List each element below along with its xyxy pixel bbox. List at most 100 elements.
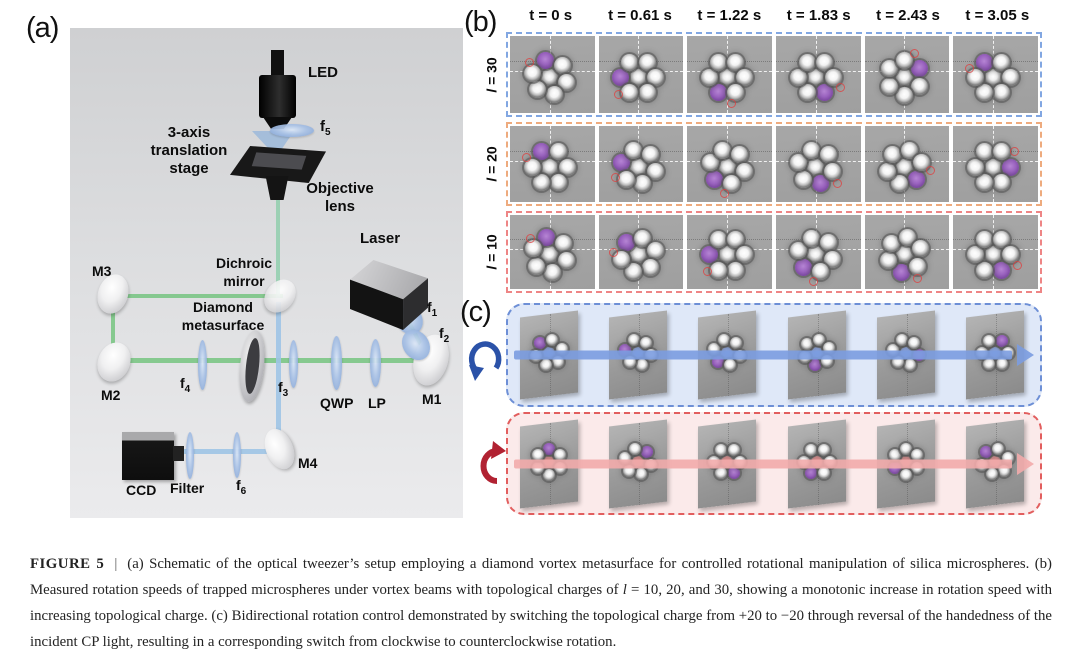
purple-microsphere xyxy=(532,143,550,161)
ccd-label: CCD xyxy=(126,482,157,498)
trap-marker xyxy=(525,57,535,67)
microsphere xyxy=(880,60,898,78)
microsphere xyxy=(984,246,1002,264)
microsphere xyxy=(714,141,732,159)
microsphere xyxy=(628,442,641,455)
microsphere xyxy=(908,336,921,349)
trap-marker xyxy=(719,188,729,198)
microsphere xyxy=(627,334,640,347)
purple-microsphere xyxy=(808,359,821,372)
time-labels-row: t = 0 s t = 0.61 s t = 1.22 s t = 1.83 s t =… xyxy=(506,7,1042,29)
microsphere xyxy=(647,69,665,87)
microsphere xyxy=(895,51,913,69)
microsphere xyxy=(629,69,647,87)
purple-microsphere xyxy=(727,466,740,479)
microsphere xyxy=(967,69,985,87)
image-strip xyxy=(506,211,1042,293)
microsphere xyxy=(824,69,842,87)
microsphere xyxy=(621,53,639,71)
caption-text: (a) Schematic of the optical tweezer’s s… xyxy=(30,555,1052,598)
purple-microsphere xyxy=(911,60,929,78)
purple-microsphere xyxy=(908,170,926,188)
purple-microsphere xyxy=(816,84,834,102)
microsphere xyxy=(992,442,1005,455)
microsphere xyxy=(993,53,1011,71)
microsphere xyxy=(1002,69,1020,87)
figure-caption: FIGURE 5 | (a) Schematic of the optical tw… xyxy=(30,551,1052,655)
microscopy-frame xyxy=(598,215,684,289)
green-beam-m2-m3 xyxy=(111,294,115,364)
microsphere xyxy=(638,84,656,102)
purple-microsphere xyxy=(794,258,812,276)
microscopy-frame xyxy=(776,36,861,113)
cw-arrowhead xyxy=(1017,452,1034,475)
objective-lens-body xyxy=(265,176,289,200)
objective-label: Objective lens xyxy=(306,180,374,215)
caption-text: l xyxy=(622,581,627,598)
microsphere xyxy=(824,250,842,268)
microsphere xyxy=(634,175,652,193)
lp-lens xyxy=(370,339,381,387)
f4-label: f4 xyxy=(180,375,191,395)
topological-charge-label: l = 30 xyxy=(484,56,501,93)
microscopy-frame xyxy=(864,36,950,113)
microsphere xyxy=(640,336,653,349)
microsphere xyxy=(727,443,740,456)
panel-a-label: (a) xyxy=(26,12,59,44)
time-label: t = 0 s xyxy=(529,7,573,24)
image-strip xyxy=(506,32,1042,117)
m3-label: M3 xyxy=(92,263,112,279)
microsphere xyxy=(984,69,1002,87)
microsphere xyxy=(807,158,825,176)
microsphere xyxy=(802,141,820,159)
purple-microsphere xyxy=(543,442,555,455)
trap-marker xyxy=(835,83,845,93)
microsphere xyxy=(730,337,743,350)
microscopy-frame xyxy=(687,126,773,202)
microsphere xyxy=(819,146,837,164)
topological-charge-label: l = 20 xyxy=(484,146,501,182)
f2-label: f2 xyxy=(439,325,450,345)
topological-charge-label: l = 10 xyxy=(484,234,501,270)
microsphere xyxy=(985,467,998,480)
led-body xyxy=(259,75,296,118)
microsphere xyxy=(798,84,816,102)
microsphere xyxy=(880,77,898,95)
microsphere xyxy=(634,229,652,247)
purple-microsphere xyxy=(612,69,630,87)
microsphere xyxy=(635,467,648,480)
microsphere xyxy=(638,53,656,71)
time-label: t = 3.05 s xyxy=(965,7,1030,24)
microsphere xyxy=(817,466,830,479)
microscopy-frame xyxy=(953,215,1039,289)
cw-rotation-strip xyxy=(506,412,1042,515)
microsphere xyxy=(730,146,748,164)
cw-direction-arrow xyxy=(514,459,1012,468)
microscopy-frame xyxy=(864,126,950,202)
microsphere xyxy=(883,146,901,164)
mirror-m4 xyxy=(259,424,300,474)
microsphere xyxy=(816,53,834,71)
microsphere xyxy=(718,333,731,346)
microscopy-frame xyxy=(776,215,861,289)
purple-microsphere xyxy=(641,445,654,458)
purple-microsphere xyxy=(706,170,724,188)
microsphere xyxy=(982,357,995,370)
optical-setup-schematic: LED f5 3-axis translation stage Objective l… xyxy=(70,28,463,518)
trap-marker xyxy=(1013,260,1023,270)
microsphere xyxy=(524,64,542,82)
microsphere xyxy=(545,85,563,103)
microsphere xyxy=(527,257,545,275)
panel-b-row: l = 30 xyxy=(480,32,1042,117)
microscopy-frame xyxy=(953,36,1039,113)
microsphere xyxy=(804,443,817,456)
qwp-label: QWP xyxy=(320,395,354,411)
microsphere xyxy=(544,263,562,281)
microsphere xyxy=(625,263,643,281)
microsphere xyxy=(727,231,745,249)
microsphere xyxy=(709,231,727,249)
microsphere xyxy=(879,252,897,270)
microsphere xyxy=(899,229,917,247)
microsphere xyxy=(817,443,830,456)
microsphere xyxy=(642,258,660,276)
